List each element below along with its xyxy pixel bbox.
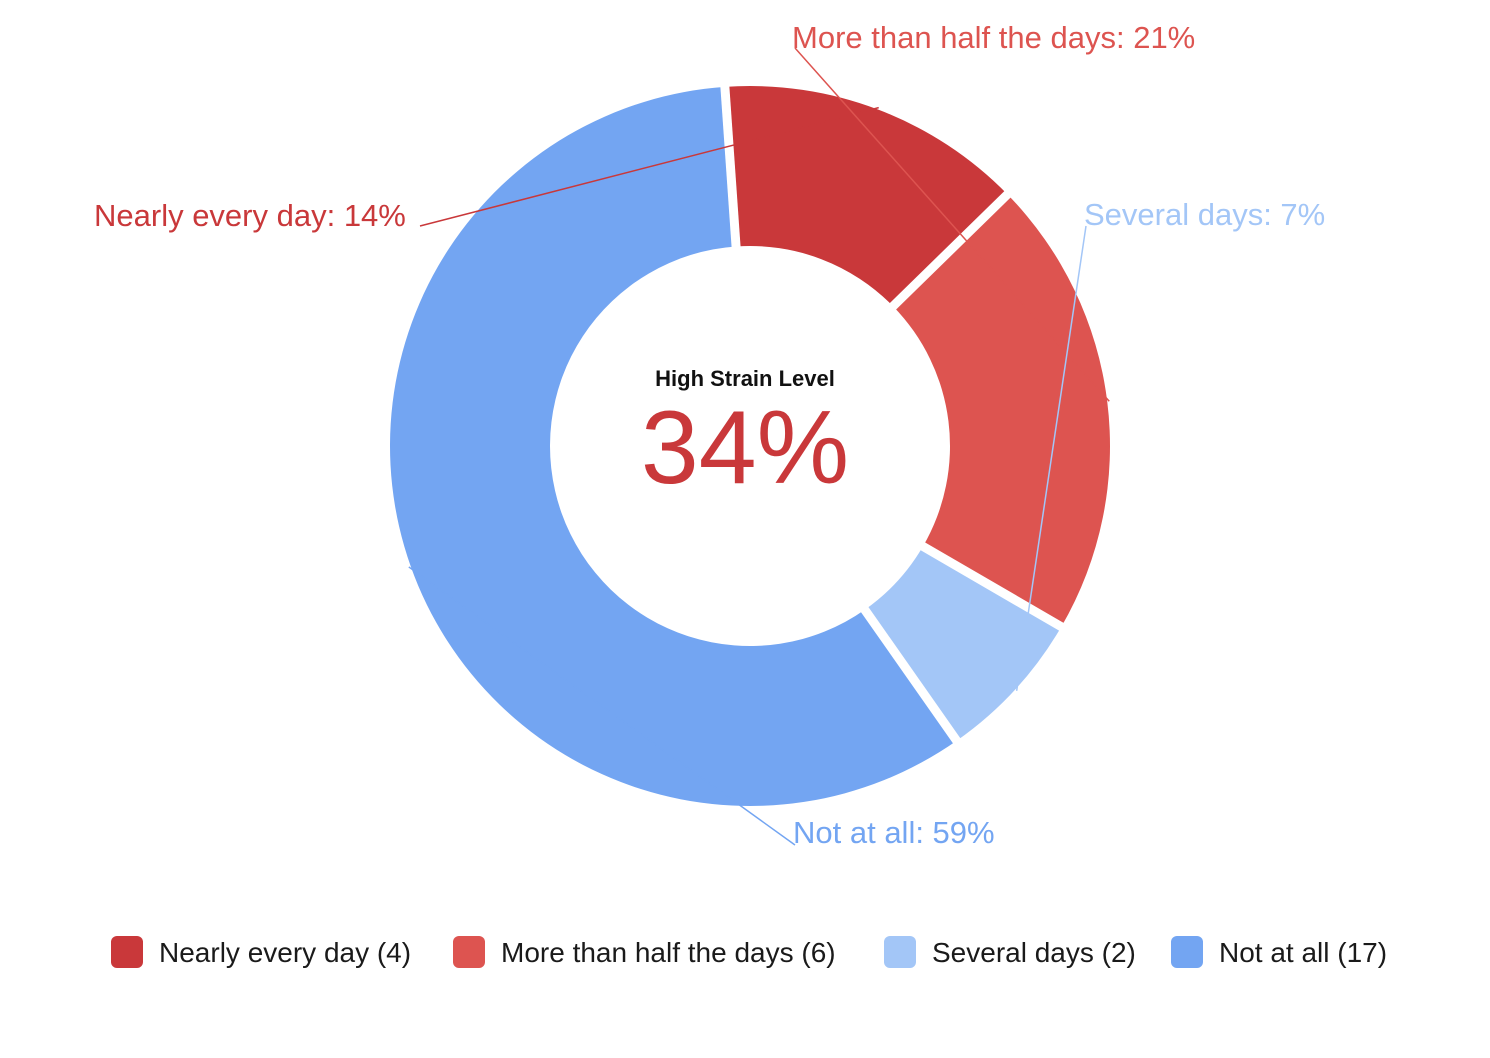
legend-item-more-than-half-the-days[interactable]: More than half the days (6) <box>453 936 836 968</box>
legend-label: Several days (2) <box>932 937 1136 968</box>
legend-swatch <box>884 936 916 968</box>
slice-label-several-days: Several days: 7% <box>1084 197 1325 232</box>
slice-labels: Nearly every day: 14% More than half the … <box>94 20 1325 850</box>
donut-slices <box>390 82 1111 806</box>
slice-several-days[interactable] <box>864 546 1062 741</box>
label-leader-lines <box>408 47 1110 846</box>
leader-line-nearly-every-day <box>419 106 879 227</box>
slice-separator <box>720 82 741 251</box>
legend-item-several-days[interactable]: Several days (2) <box>884 936 1136 968</box>
slice-nearly-every-day[interactable] <box>724 86 1008 307</box>
legend-label: More than half the days (6) <box>501 937 836 968</box>
slice-label-not-at-all: Not at all: 59% <box>793 815 995 850</box>
slice-label-more-than-half-the-days: More than half the days: 21% <box>792 20 1195 55</box>
leader-line-more-than-half-the-days <box>794 47 1110 402</box>
donut-center: High Strain Level 34% <box>641 366 849 506</box>
leader-line-several-days <box>1015 225 1087 691</box>
slice-more-than-half-the-days[interactable] <box>893 194 1111 627</box>
legend-item-not-at-all[interactable]: Not at all (17) <box>1171 936 1387 968</box>
slice-separator <box>917 540 1068 633</box>
center-title: High Strain Level <box>655 366 835 391</box>
chart-legend: Nearly every day (4) More than half the d… <box>111 936 1387 968</box>
slice-separator <box>858 603 963 747</box>
legend-label: Nearly every day (4) <box>159 937 411 968</box>
slice-not-at-all[interactable] <box>390 86 957 806</box>
legend-item-nearly-every-day[interactable]: Nearly every day (4) <box>111 936 411 968</box>
legend-label: Not at all (17) <box>1219 937 1387 968</box>
leader-line-not-at-all <box>408 566 796 846</box>
center-value: 34% <box>641 390 849 506</box>
slice-separator <box>887 188 1014 313</box>
slice-label-nearly-every-day: Nearly every day: 14% <box>94 198 406 233</box>
legend-swatch <box>111 936 143 968</box>
legend-swatch <box>1171 936 1203 968</box>
legend-swatch <box>453 936 485 968</box>
